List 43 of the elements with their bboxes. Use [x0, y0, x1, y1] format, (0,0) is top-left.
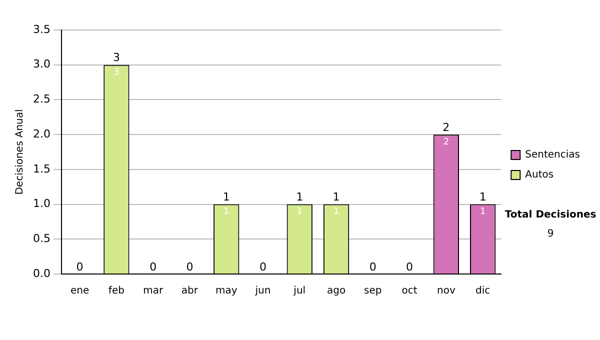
total-label: 2 [442, 120, 450, 134]
x-tick-label: mar [143, 286, 164, 297]
y-tick-label: 1.5 [32, 162, 50, 176]
x-tick-label: ago [326, 286, 346, 297]
text: 0 [186, 260, 194, 274]
text: 0 [406, 260, 414, 274]
text: Total Decisiones [504, 210, 596, 221]
y-tick-label: 3.5 [32, 22, 50, 36]
text: 0 [259, 260, 266, 274]
total-label: 1 [332, 190, 340, 204]
total-label: 1 [479, 190, 486, 204]
x-tick-label: feb [108, 286, 124, 297]
data-label: 3 [114, 68, 120, 78]
data-label: 1 [296, 207, 302, 218]
y-tick-label: 3.0 [32, 58, 50, 71]
data-label: 1 [223, 207, 230, 218]
x-tick-label: dic [476, 286, 490, 297]
y-axis-title: Decisiones Anual [14, 109, 26, 195]
text: 9 [547, 228, 554, 240]
text: 0 [76, 260, 84, 274]
x-tick-label: may [215, 286, 238, 297]
y-tick-label: 2.0 [32, 127, 50, 140]
y-tick-label: 1.0 [32, 197, 50, 210]
x-tick-label: oct [402, 286, 418, 297]
y-tick-label: 2.5 [32, 92, 50, 106]
x-tick-label: ene [70, 286, 90, 297]
text: 0 [369, 260, 376, 274]
y-tick-label: 0.5 [32, 232, 50, 245]
total-label: 1 [296, 190, 304, 204]
y-tick-label: 0.0 [32, 266, 50, 280]
x-tick-label: jun [254, 286, 271, 297]
data-label: 2 [443, 137, 450, 148]
data-label: 1 [480, 207, 486, 218]
legend-label: Autos [525, 170, 554, 181]
x-tick-label: jul [292, 286, 306, 297]
total-label: 3 [112, 51, 120, 64]
x-tick-label: nov [436, 286, 456, 297]
total-label: 1 [222, 190, 230, 204]
x-tick-label: sep [364, 286, 382, 297]
text: 0 [150, 260, 157, 274]
x-tick-label: abr [181, 286, 199, 297]
data-label: 1 [333, 207, 340, 218]
legend-label: Sentencias [525, 150, 580, 161]
